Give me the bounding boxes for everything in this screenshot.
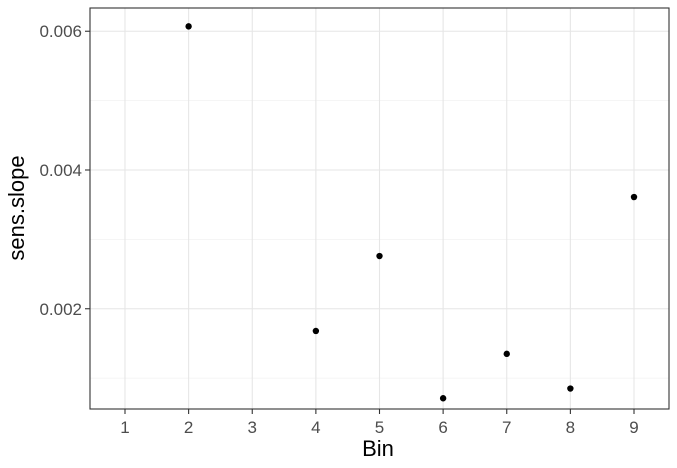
x-tick-label: 2 — [184, 418, 193, 437]
major-gridlines — [90, 8, 669, 409]
data-point — [630, 193, 638, 201]
data-point — [312, 327, 320, 335]
y-tick-label: 0.004 — [39, 161, 82, 180]
x-axis-ticks: 1 2 3 4 5 6 7 8 9 — [120, 409, 639, 437]
data-point — [376, 252, 383, 260]
data-points — [185, 23, 638, 402]
data-point — [503, 350, 510, 358]
data-point — [439, 395, 447, 402]
data-point — [185, 23, 192, 30]
x-tick-label: 9 — [629, 418, 638, 437]
x-tick-label: 8 — [566, 418, 575, 437]
x-tick-label: 1 — [120, 418, 129, 437]
data-point — [567, 385, 574, 392]
x-tick-label: 5 — [375, 418, 384, 437]
x-tick-label: 7 — [502, 418, 511, 437]
y-axis-ticks: 0.002 0.004 0.006 — [39, 22, 90, 319]
x-tick-label: 4 — [311, 418, 320, 437]
x-tick-label: 3 — [248, 418, 257, 437]
y-tick-label: 0.002 — [39, 300, 82, 319]
y-tick-label: 0.006 — [39, 22, 82, 41]
y-axis-title: sens.slope — [4, 155, 29, 260]
x-axis-title: Bin — [362, 436, 394, 461]
x-tick-label: 6 — [438, 418, 447, 437]
